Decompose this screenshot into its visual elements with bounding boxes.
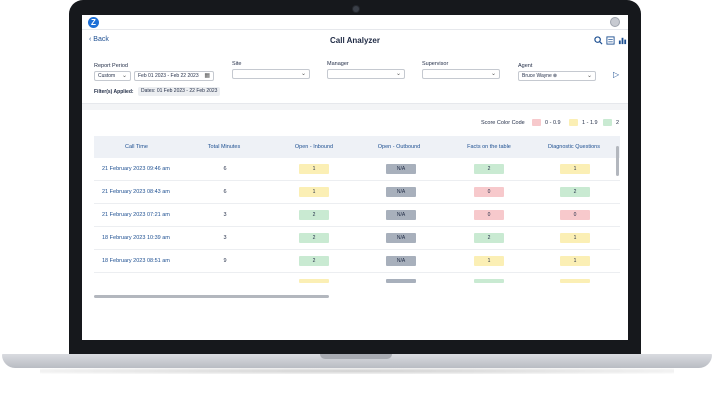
score-legend-label: Score Color Code (481, 120, 525, 126)
search-icon[interactable] (594, 36, 603, 45)
webcam (353, 6, 359, 12)
col-facts-on-table[interactable]: Facts on the table (467, 144, 511, 150)
score-badge: 2 (474, 233, 504, 243)
app-topbar: Z (82, 15, 628, 30)
date-range-input[interactable]: Feb 01 2023 - Feb 22 2023 ▦ (134, 71, 214, 81)
chevron-down-icon: ⌄ (490, 71, 496, 77)
laptop-notch (320, 354, 392, 359)
score-badge: 1 (560, 164, 590, 174)
call-time-link[interactable]: 21 February 2023 08:43 am (102, 189, 170, 195)
page-title: Call Analyzer (330, 36, 380, 45)
score-badge: 1 (474, 256, 504, 266)
horizontal-scrollbar[interactable] (94, 295, 329, 298)
manager-label: Manager (327, 61, 349, 67)
total-minutes: 9 (223, 258, 227, 264)
score-badge: 0 (560, 210, 590, 220)
legend-swatch-green (603, 119, 612, 126)
col-open-inbound[interactable]: Open - Inbound (294, 144, 334, 150)
results-panel: Score Color Code 0 - 0.9 1 - 1.9 2 Call … (82, 110, 628, 325)
table-header: Call Time Total Minutes Open - Inbound O… (94, 136, 620, 158)
col-total-minutes[interactable]: Total Minutes (207, 144, 241, 150)
score-badge: 1 (299, 187, 329, 197)
site-select[interactable]: ⌄ (232, 69, 310, 79)
score-badge: N/A (386, 210, 416, 220)
legend-text-mid: 1 - 1.9 (582, 120, 598, 126)
score-badge: 2 (299, 256, 329, 266)
col-open-outbound[interactable]: Open - Outbound (377, 144, 421, 150)
score-badge: 2 (299, 210, 329, 220)
score-badge: 2 (474, 164, 504, 174)
calendar-icon: ▦ (204, 73, 210, 79)
report-period-label: Report Period (94, 63, 128, 69)
score-badge: N/A (386, 164, 416, 174)
score-badge: N/A (386, 233, 416, 243)
agent-select[interactable]: Bruce Wayne⊗ ⌄ (518, 71, 596, 81)
vertical-scrollbar[interactable] (616, 146, 619, 176)
table-row[interactable]: 21 February 2023 09:46 am 6 1 N/A 2 1 (94, 158, 620, 181)
chevron-down-icon: ⌄ (121, 73, 127, 79)
legend-text-high: 2 (616, 120, 620, 126)
bar-chart-icon[interactable] (618, 36, 627, 45)
total-minutes: 3 (223, 212, 227, 218)
chevron-down-icon: ⌄ (300, 71, 306, 77)
score-badge: 0 (474, 210, 504, 220)
score-badge: N/A (386, 256, 416, 266)
report-icon[interactable] (606, 36, 615, 45)
call-time-link[interactable]: 18 February 2023 08:51 am (102, 258, 170, 264)
filter-chip-dates[interactable]: Dates: 01 Feb 2023 - 22 Feb 2023 (138, 87, 221, 96)
clear-icon[interactable]: ⊗ (552, 73, 558, 79)
report-period-value: Custom (98, 73, 116, 79)
back-label: Back (93, 36, 109, 43)
score-badge (299, 279, 329, 283)
supervisor-label: Supervisor (422, 61, 449, 67)
agent-value: Bruce Wayne (522, 73, 552, 79)
col-call-time[interactable]: Call Time (125, 144, 148, 150)
score-badge: N/A (386, 187, 416, 197)
chevron-down-icon: ⌄ (395, 71, 401, 77)
score-badge: 2 (299, 233, 329, 243)
score-badge: 1 (560, 256, 590, 266)
laptop-shadow (40, 368, 674, 374)
filter-bar: Report Period Custom ⌄ Feb 01 2023 - Feb … (82, 54, 628, 104)
total-minutes: 3 (223, 235, 227, 241)
table-row[interactable]: 21 February 2023 07:21 am 3 2 N/A 0 0 (94, 204, 620, 227)
table-row-partial (94, 273, 620, 291)
date-range-value: Feb 01 2023 - Feb 22 2023 (138, 73, 199, 79)
app-screen: Z ‹ Back Call Analyzer Report Period Cus… (82, 15, 628, 340)
score-badge (560, 279, 590, 283)
total-minutes: 6 (223, 166, 227, 172)
filters-applied-label: Filter(s) Applied: (94, 89, 134, 95)
call-time-link[interactable]: 18 February 2023 10:39 am (102, 235, 170, 241)
back-link[interactable]: ‹ Back (89, 36, 109, 43)
agent-label: Agent (518, 63, 533, 69)
table-row[interactable]: 18 February 2023 10:39 am 3 2 N/A 2 1 (94, 227, 620, 250)
legend-text-low: 0 - 0.9 (545, 120, 561, 126)
app-logo[interactable]: Z (88, 17, 99, 28)
laptop-base (2, 354, 712, 368)
col-diagnostic-questions[interactable]: Diagnostic Questions (548, 144, 600, 150)
score-badge: 0 (474, 187, 504, 197)
call-time-link[interactable]: 21 February 2023 09:46 am (102, 166, 170, 172)
call-time-link[interactable]: 21 February 2023 07:21 am (102, 212, 170, 218)
legend-swatch-red (532, 119, 541, 126)
user-avatar-icon[interactable] (610, 17, 620, 27)
total-minutes: 6 (223, 189, 227, 195)
score-badge: 1 (299, 164, 329, 174)
page-header: ‹ Back Call Analyzer (82, 30, 628, 54)
footer-strip (82, 325, 628, 340)
manager-select[interactable]: ⌄ (327, 69, 405, 79)
table-row[interactable]: 18 February 2023 08:51 am 9 2 N/A 1 1 (94, 250, 620, 273)
score-badge: 1 (560, 233, 590, 243)
score-badge: 2 (560, 187, 590, 197)
send-icon[interactable]: ▷ (613, 70, 620, 79)
legend-swatch-yellow (569, 119, 578, 126)
score-badge (474, 279, 504, 283)
chevron-down-icon: ⌄ (586, 73, 592, 79)
report-period-select[interactable]: Custom ⌄ (94, 71, 131, 81)
score-badge (386, 279, 416, 283)
supervisor-select[interactable]: ⌄ (422, 69, 500, 79)
table-row[interactable]: 21 February 2023 08:43 am 6 1 N/A 0 2 (94, 181, 620, 204)
call-table: Call Time Total Minutes Open - Inbound O… (94, 136, 620, 291)
site-label: Site (232, 61, 242, 67)
